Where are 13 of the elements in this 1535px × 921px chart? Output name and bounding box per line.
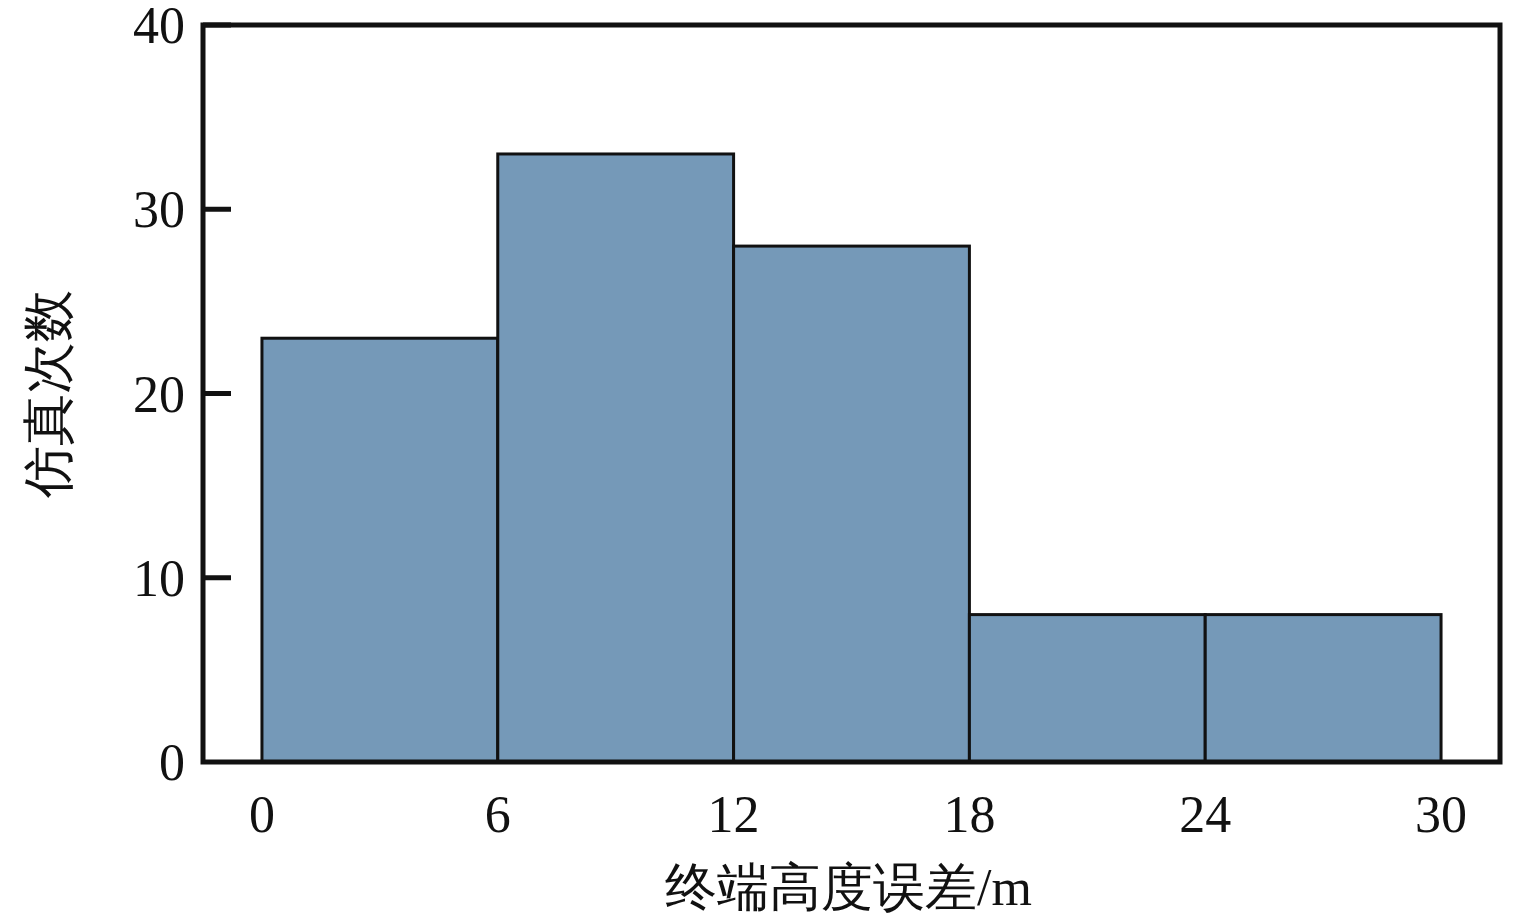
y-tick-label: 40 [133, 0, 185, 54]
x-tick-label: 18 [943, 786, 996, 843]
x-tick-label: 12 [707, 786, 760, 843]
y-tick-label: 20 [133, 365, 185, 423]
x-tick-label: 0 [248, 786, 275, 843]
x-tick-label: 24 [1179, 786, 1232, 843]
x-axis-title: 终端高度误差/m [665, 859, 1032, 916]
y-tick-label: 10 [133, 549, 185, 607]
x-tick-label: 6 [484, 786, 511, 843]
y-tick-label: 30 [133, 181, 185, 239]
y-tick-label: 0 [159, 734, 185, 791]
x-tick-label: 30 [1415, 786, 1468, 843]
y-axis-title: 仿真次数 [20, 289, 77, 499]
